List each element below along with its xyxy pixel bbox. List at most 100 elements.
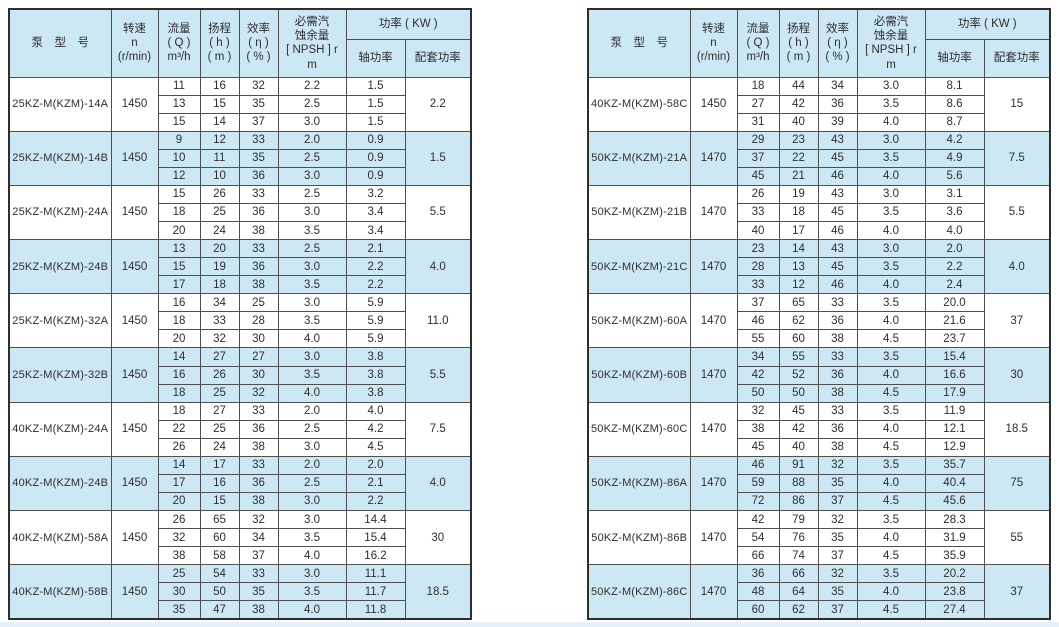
- model-cell: 50KZ-M(KZM)-21C: [587, 239, 691, 295]
- head-cell: 44: [778, 76, 819, 96]
- flow-cell: 66: [736, 546, 780, 566]
- flow-cell: 40: [736, 220, 780, 241]
- spec-row: 18 33 28 3.5 5.9: [9, 311, 471, 331]
- flow-cell: 22: [157, 419, 201, 439]
- npsh-cell: 4.0: [856, 112, 926, 132]
- npsh-cell: 3.0: [277, 202, 347, 223]
- speed-cell: 1470: [689, 184, 738, 241]
- model-cell: 50KZ-M(KZM)-60B: [587, 347, 691, 403]
- efficiency-cell: 33: [238, 401, 279, 421]
- shaft-power-cell: 2.2: [345, 257, 406, 277]
- flow-cell: 42: [736, 509, 780, 530]
- spec-row: 50KZ-M(KZM)-86B 1470 42 79 32 3.5 28.3 55: [587, 509, 1051, 566]
- shaft-power-cell: 4.2: [924, 130, 985, 150]
- col-header-rated-power: 配套功率: [404, 38, 472, 78]
- head-cell: 42: [778, 94, 819, 114]
- shaft-power-cell: 11.1: [345, 564, 406, 584]
- spec-row: 45 40 38 4.5 12.9: [588, 437, 1050, 457]
- spec-row: 40KZ-M(KZM)-58B 1450 25 54 33 3.0 11.1 18.5: [8, 564, 472, 620]
- npsh-cell: 3.0: [277, 112, 347, 132]
- efficiency-cell: 36: [817, 311, 858, 331]
- shaft-power-cell: 21.6: [924, 311, 985, 331]
- spec-row: 25KZ-M(KZM)-14A 1450 11 16 32 2.2 1.5 2.2: [8, 76, 472, 132]
- spec-row: 30 50 35 3.5 11.7: [9, 582, 471, 602]
- shaft-power-cell: 8.1: [924, 76, 985, 96]
- npsh-cell: 2.5: [277, 148, 347, 168]
- spec-row: 25KZ-M(KZM)-24A 1450 15 26 33 2.5 3.2 5.5: [8, 184, 472, 241]
- head-cell: 21: [778, 166, 819, 186]
- spec-row: 13 15 35 2.5 1.5: [9, 94, 471, 114]
- head-cell: 91: [778, 455, 819, 475]
- head-cell: 42: [778, 419, 819, 439]
- flow-cell: 54: [736, 528, 780, 548]
- spec-row: 25KZ-M(KZM)-14B 1450 9 12 33 2.0 0.9 1.5: [8, 130, 472, 186]
- col-header-efficiency: 效率 ( η ) ( % ): [817, 8, 858, 78]
- flow-cell: 14: [157, 455, 201, 475]
- model-cell: 50KZ-M(KZM)-21B: [587, 184, 691, 241]
- spec-row: 66 74 37 4.5 35.9: [588, 546, 1050, 566]
- npsh-cell: 4.5: [856, 383, 926, 403]
- efficiency-cell: 38: [238, 275, 279, 295]
- flow-cell: 17: [157, 473, 201, 493]
- npsh-cell: 3.5: [277, 220, 347, 241]
- head-cell: 10: [199, 166, 240, 186]
- shaft-power-cell: 14.4: [345, 509, 406, 530]
- col-header-model: 泵 型 号: [8, 8, 112, 78]
- npsh-cell: 2.2: [277, 76, 347, 96]
- head-cell: 60: [199, 528, 240, 548]
- pump-spec-table-right: 泵 型 号转速 n (r/min) 流量 ( Q ) m³/h 扬程 ( h ) (…: [587, 8, 1051, 620]
- head-cell: 47: [199, 600, 240, 620]
- shaft-power-cell: 35.7: [924, 455, 985, 475]
- spec-row: 40KZ-M(KZM)-58A 1450 26 65 32 3.0 14.4 30: [8, 509, 472, 566]
- npsh-cell: 4.0: [856, 419, 926, 439]
- shaft-power-cell: 45.6: [924, 491, 985, 512]
- rated-power-cell: 30: [404, 509, 472, 566]
- spec-row: 40 17 46 4.0 4.0: [588, 220, 1050, 241]
- shaft-power-cell: 1.5: [345, 112, 406, 132]
- head-cell: 58: [199, 546, 240, 566]
- speed-cell: 1470: [689, 564, 738, 620]
- head-cell: 22: [778, 148, 819, 168]
- efficiency-cell: 27: [238, 347, 279, 367]
- shaft-power-cell: 2.0: [345, 455, 406, 475]
- efficiency-cell: 43: [817, 184, 858, 204]
- flow-cell: 38: [736, 419, 780, 439]
- model-cell: 40KZ-M(KZM)-24B: [8, 455, 112, 512]
- head-cell: 18: [199, 275, 240, 295]
- flow-cell: 20: [157, 491, 201, 512]
- spec-row: 38 42 36 4.0 12.1: [588, 419, 1050, 439]
- speed-cell: 1470: [689, 455, 738, 512]
- shaft-power-cell: 3.1: [924, 184, 985, 204]
- rated-power-cell: 5.5: [404, 347, 472, 403]
- flow-cell: 60: [736, 600, 780, 620]
- npsh-cell: 3.5: [856, 293, 926, 313]
- head-cell: 16: [199, 76, 240, 96]
- shaft-power-cell: 40.4: [924, 473, 985, 493]
- efficiency-cell: 43: [817, 130, 858, 150]
- model-cell: 25KZ-M(KZM)-32B: [8, 347, 112, 403]
- spec-row: 72 86 37 4.5 45.6: [588, 491, 1050, 512]
- head-cell: 32: [199, 329, 240, 349]
- shaft-power-cell: 3.8: [345, 347, 406, 367]
- npsh-cell: 4.0: [856, 275, 926, 295]
- spec-row: 46 62 36 4.0 21.6: [588, 311, 1050, 331]
- head-cell: 17: [199, 455, 240, 475]
- spec-row: 35 47 38 4.0 11.8: [9, 600, 471, 620]
- model-cell: 50KZ-M(KZM)-86B: [587, 509, 691, 566]
- head-cell: 54: [199, 564, 240, 584]
- spec-row: 15 14 37 3.0 1.5: [9, 112, 471, 132]
- speed-cell: 1470: [689, 509, 738, 566]
- efficiency-cell: 36: [817, 365, 858, 385]
- spec-row: 45 21 46 4.0 5.6: [588, 166, 1050, 186]
- flow-cell: 20: [157, 220, 201, 241]
- flow-cell: 9: [157, 130, 201, 150]
- npsh-cell: 4.0: [856, 311, 926, 331]
- spec-row: 48 64 35 4.0 23.8: [588, 582, 1050, 602]
- flow-cell: 25: [157, 564, 201, 584]
- model-cell: 25KZ-M(KZM)-24B: [8, 239, 112, 295]
- spec-row: 50KZ-M(KZM)-60A 1470 37 65 33 3.5 20.0 37: [587, 293, 1051, 349]
- shaft-power-cell: 4.9: [924, 148, 985, 168]
- spec-row: 25KZ-M(KZM)-32B 1450 14 27 27 3.0 3.8 5.5: [8, 347, 472, 403]
- head-cell: 16: [199, 473, 240, 493]
- flow-cell: 29: [736, 130, 780, 150]
